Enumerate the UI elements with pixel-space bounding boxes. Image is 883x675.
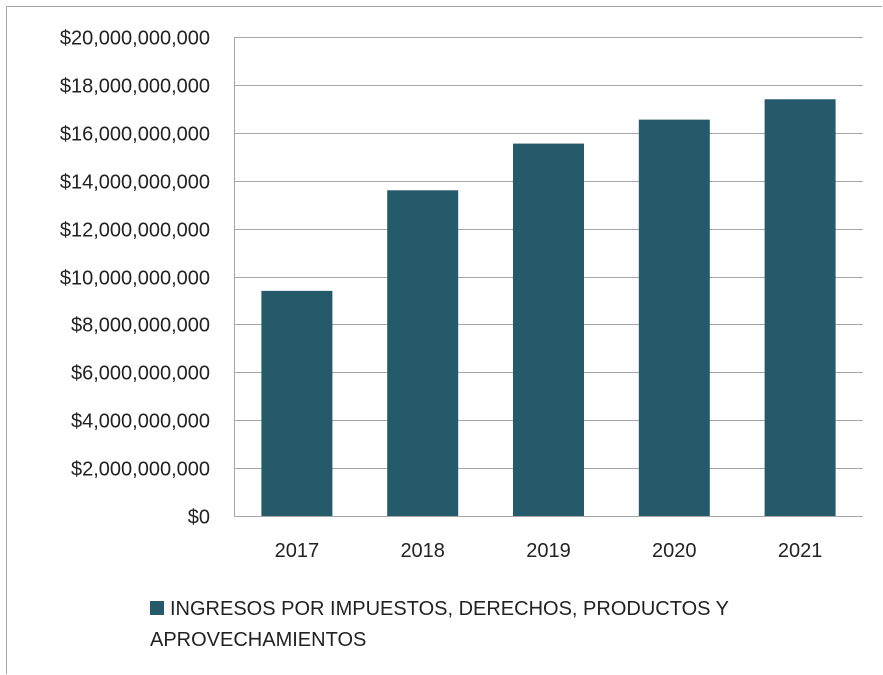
bar	[764, 99, 836, 517]
x-tick-label: 2020	[652, 540, 697, 562]
bar	[513, 143, 584, 516]
bar	[261, 290, 333, 516]
y-tick-label: $12,000,000,000	[60, 220, 210, 242]
y-tick-label: $10,000,000,000	[60, 268, 210, 290]
y-tick-label: $16,000,000,000	[60, 124, 210, 146]
y-tick-label: $8,000,000,000	[71, 315, 210, 337]
y-tick-label: $2,000,000,000	[71, 459, 210, 481]
y-tick-label: $18,000,000,000	[60, 76, 210, 98]
bar	[387, 190, 459, 516]
y-tick-label: $6,000,000,000	[71, 363, 210, 385]
bar	[638, 119, 710, 516]
legend-label: INGRESOS POR IMPUESTOS, DERECHOS, PRODUC…	[150, 598, 729, 651]
x-tick-label: 2019	[526, 540, 571, 562]
legend: INGRESOS POR IMPUESTOS, DERECHOS, PRODUC…	[150, 594, 790, 656]
y-tick-label: $20,000,000,000	[60, 28, 210, 50]
x-tick-label: 2017	[275, 540, 320, 562]
y-tick-label: $0	[188, 507, 210, 529]
legend-swatch	[150, 601, 164, 615]
chart-frame	[6, 6, 882, 674]
bar-chart: $0 $2,000,000,000 $4,000,000,000 $6,000,000…	[60, 28, 863, 562]
x-tick-label: 2021	[778, 540, 823, 562]
x-tick-label: 2018	[400, 540, 445, 562]
y-tick-label: $14,000,000,000	[60, 172, 210, 194]
y-tick-label: $4,000,000,000	[71, 411, 210, 433]
